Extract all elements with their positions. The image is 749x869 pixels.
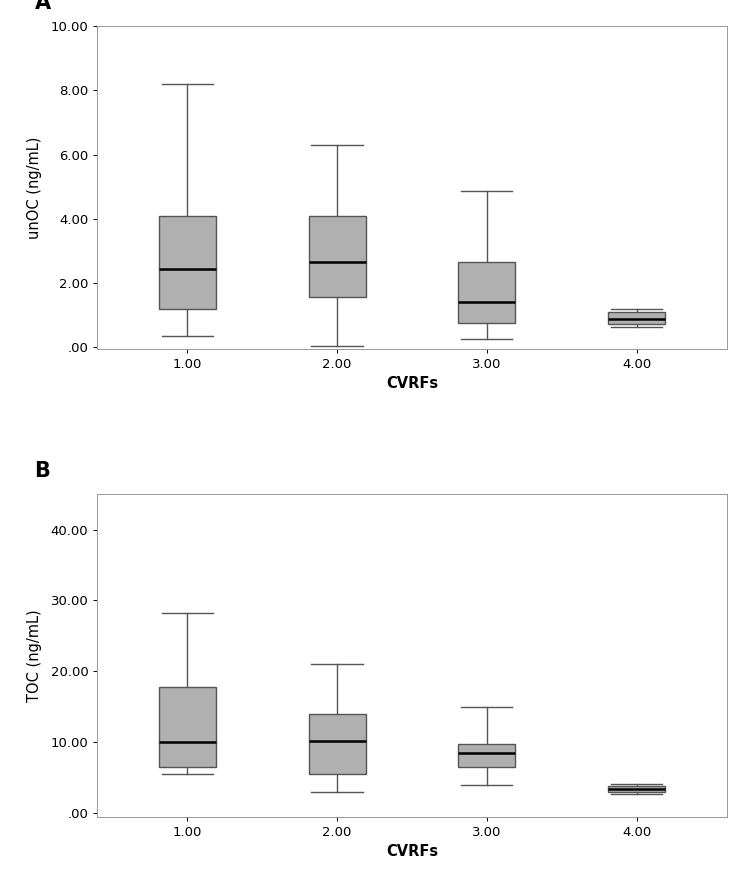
Text: B: B xyxy=(34,461,50,481)
Bar xyxy=(309,714,366,774)
X-axis label: CVRFs: CVRFs xyxy=(386,845,438,859)
Bar xyxy=(608,786,665,792)
Y-axis label: TOC (ng/mL): TOC (ng/mL) xyxy=(27,609,42,702)
Bar xyxy=(608,312,665,324)
Bar xyxy=(458,262,515,323)
Text: A: A xyxy=(34,0,51,13)
X-axis label: CVRFs: CVRFs xyxy=(386,376,438,391)
Bar xyxy=(159,216,216,308)
Y-axis label: unOC (ng/mL): unOC (ng/mL) xyxy=(27,136,42,239)
Bar xyxy=(309,216,366,297)
Bar xyxy=(159,687,216,767)
Bar xyxy=(458,744,515,767)
